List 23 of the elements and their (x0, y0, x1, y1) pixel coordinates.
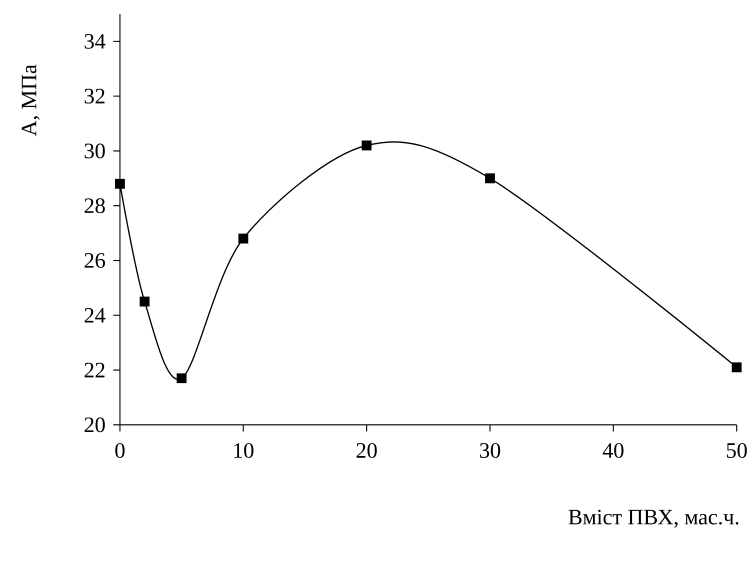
point (362, 140, 372, 151)
point (176, 373, 187, 384)
point (238, 234, 248, 244)
x-tick-label: 50 (726, 443, 747, 458)
y-tick-label: 26 (84, 253, 106, 268)
y-tick-label: 32 (84, 88, 104, 104)
y-tick-label: 24 (84, 308, 106, 323)
x-tick-label: 10 (234, 443, 254, 458)
y-tick-label: 34 (84, 34, 106, 49)
x-tick-label: 40 (602, 443, 624, 458)
x-tick-label: 0 (115, 443, 125, 458)
x-tick-label: 30 (480, 443, 500, 458)
x-axis-title: Вміст ПВХ, мас.ч. (568, 510, 738, 528)
y-tick-label: 28 (84, 198, 105, 214)
point (115, 178, 125, 189)
y-tick-label: 30 (84, 144, 105, 158)
y-tick-label: 22 (84, 362, 104, 378)
x-tick-label: 20 (356, 443, 377, 458)
point (732, 362, 742, 372)
point (485, 174, 495, 184)
y-tick-label: 20 (84, 418, 105, 432)
point (140, 296, 150, 307)
y-axis-title: A, МПа (22, 64, 40, 136)
